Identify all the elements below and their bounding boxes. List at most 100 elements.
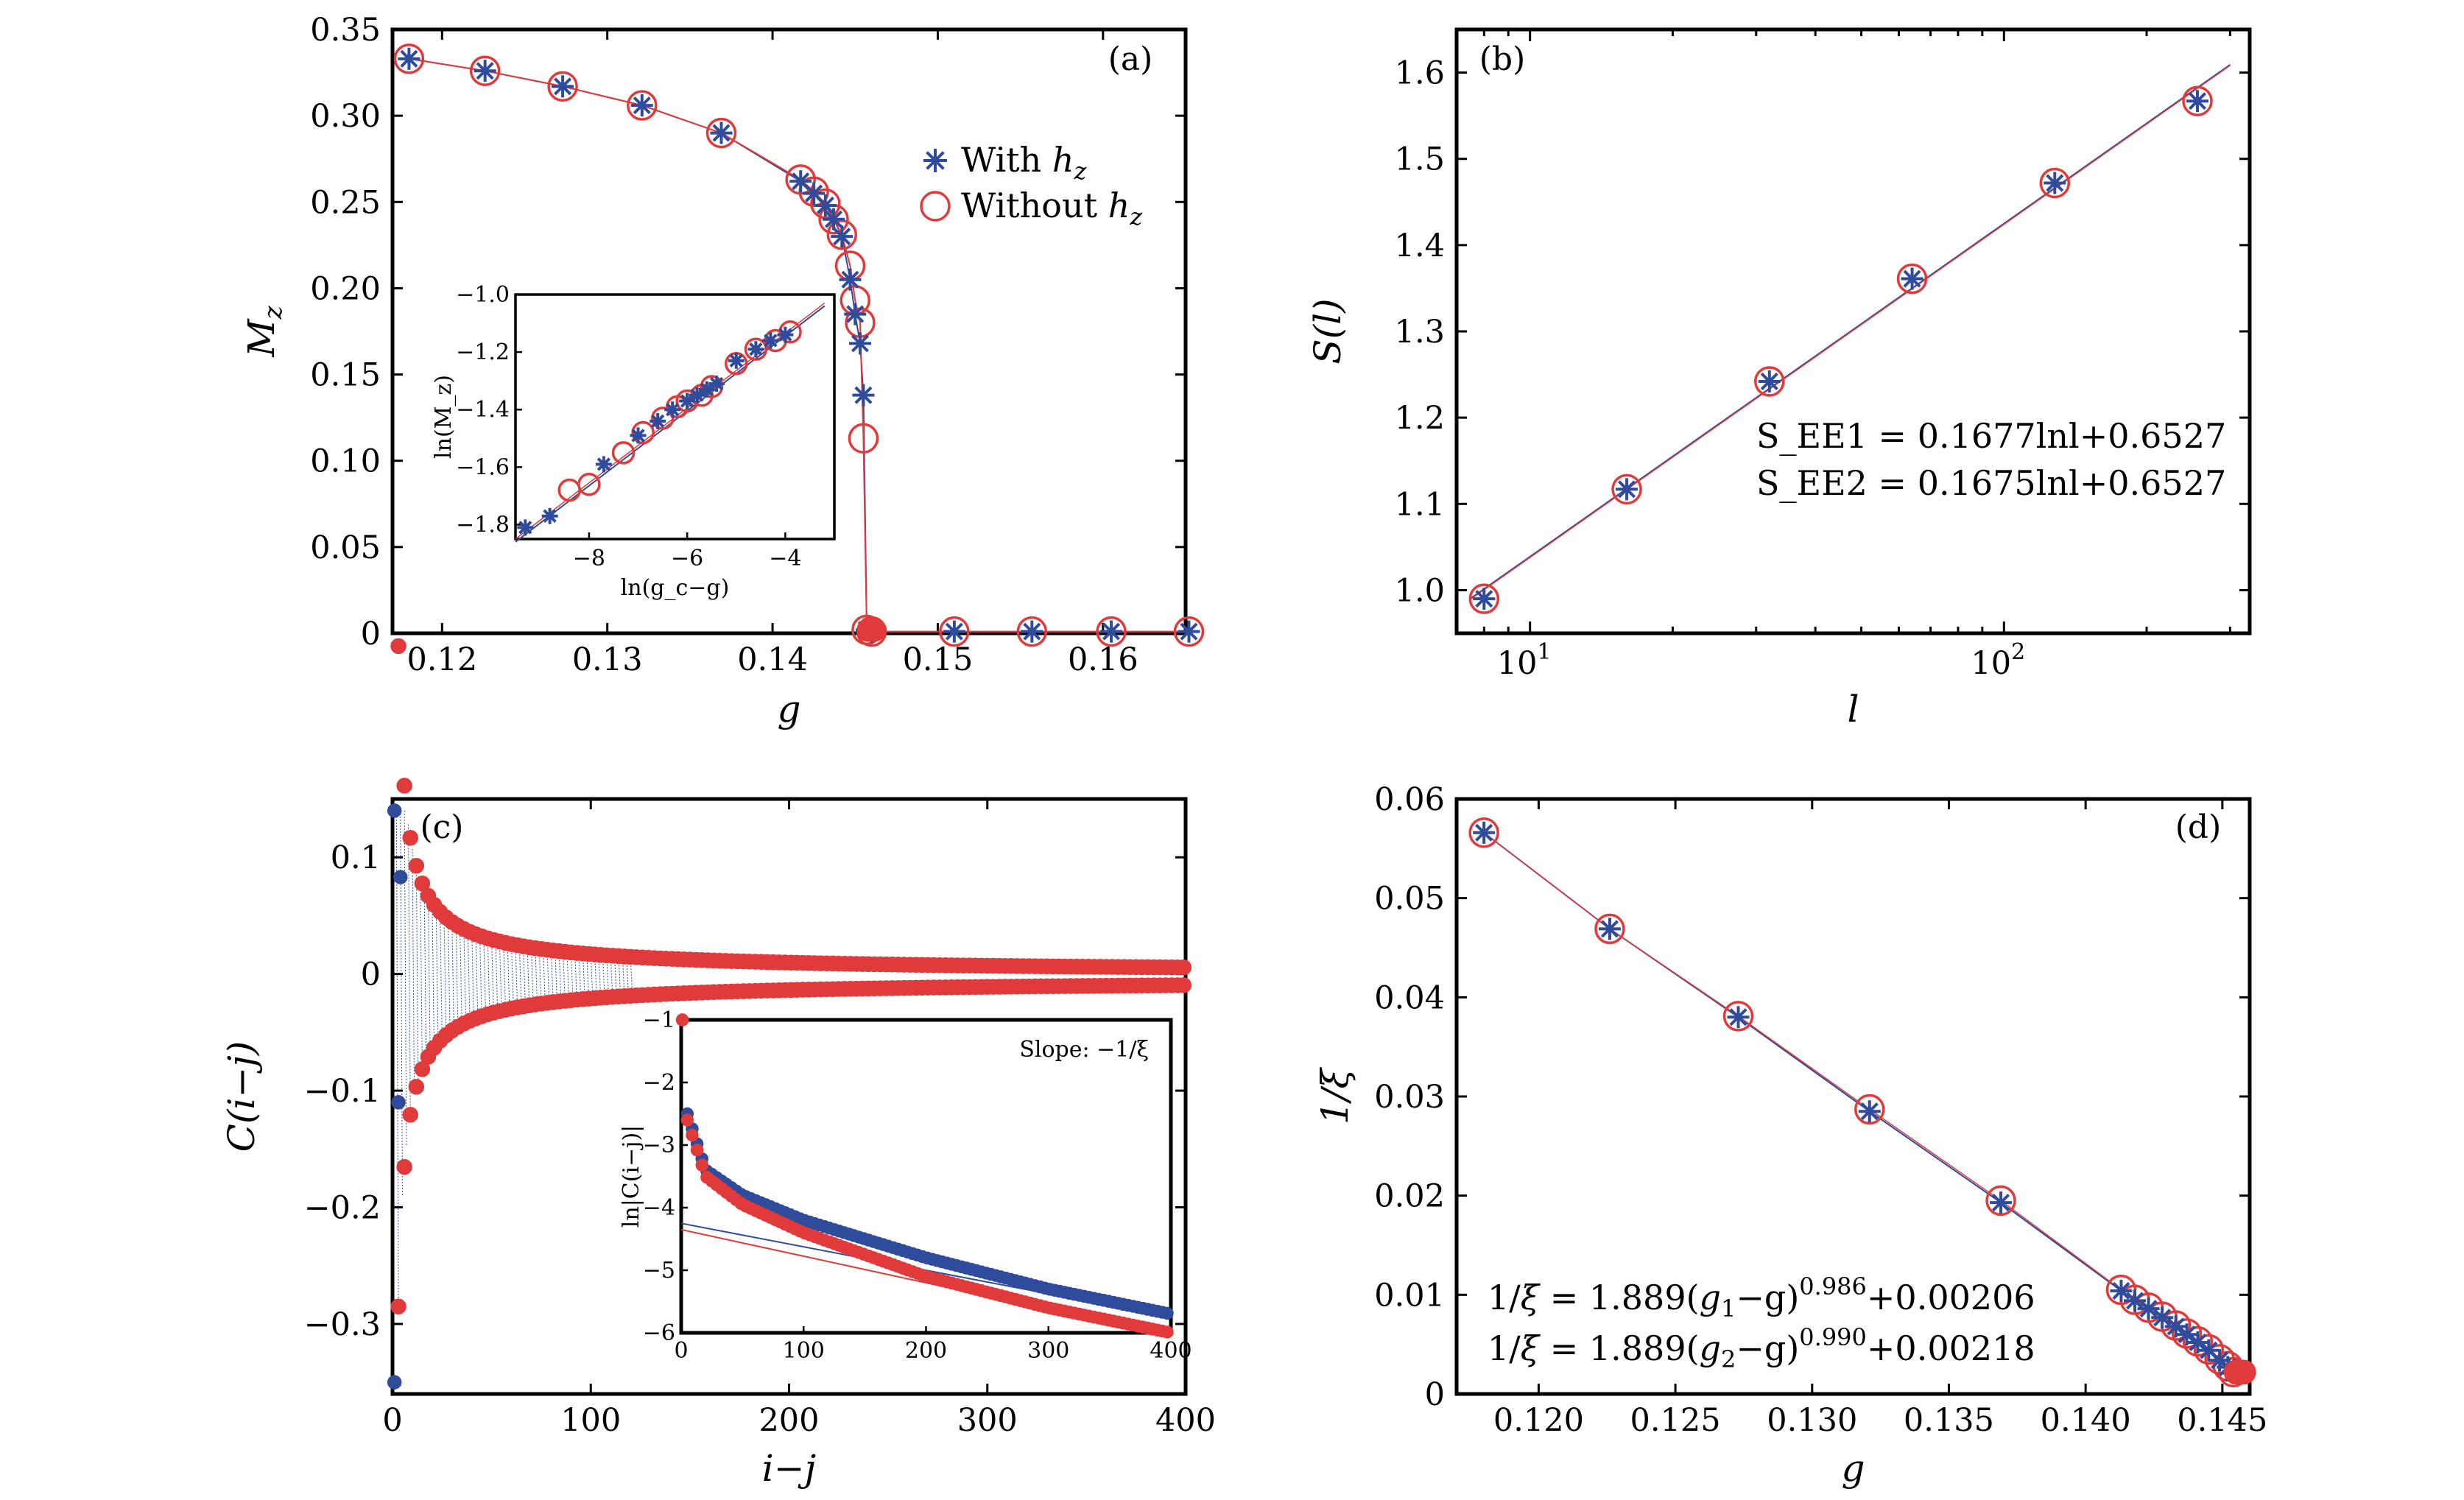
inset-data-point (541, 507, 558, 524)
y-tick-label: 0.04 (1374, 979, 1445, 1016)
oscillation-line (558, 951, 562, 1001)
x-axis-label: i−j (762, 1447, 816, 1490)
oscillation-line (475, 934, 479, 1018)
data-point (402, 1107, 418, 1123)
data-point (1758, 370, 1781, 392)
inset-y-tick-label: −6 (643, 1320, 675, 1346)
oscillation-line (546, 949, 550, 1003)
oscillation-line (555, 951, 557, 1002)
data-point (391, 1095, 406, 1110)
oscillation-line (427, 895, 431, 1054)
x-tick-label: 102 (1971, 639, 2025, 682)
x-axis-label: g (1841, 1447, 1865, 1490)
inset-data-point (611, 441, 636, 465)
inset-data-point (762, 332, 779, 349)
inset-data-point (679, 392, 696, 409)
data-point (705, 117, 737, 149)
y-tick-label: 0 (361, 616, 381, 652)
data-point (402, 830, 418, 846)
oscillation-line (423, 887, 427, 1061)
data-point (1021, 620, 1043, 643)
inset-y-tick-label: −2 (643, 1070, 675, 1096)
data-point (1854, 1094, 1885, 1125)
oscillation-line (483, 937, 487, 1015)
data-point (939, 616, 970, 647)
y-tick-label: −0.2 (304, 1190, 381, 1227)
data-point (1468, 583, 1500, 614)
inset-y-tick-label: −1.8 (456, 512, 510, 538)
oscillation-line (487, 938, 490, 1014)
plot-frame (1454, 27, 2252, 635)
data-point (2137, 1297, 2160, 1320)
data-point (1616, 478, 1638, 501)
data-point (1173, 616, 1205, 647)
inset-y-tick-label: −1 (643, 1007, 675, 1033)
data-point (1096, 616, 1127, 647)
data-point (408, 858, 425, 874)
y-tick-label: 1.0 (1395, 572, 1445, 609)
data-point (1722, 1001, 1754, 1032)
inset-y-tick-label: −1.2 (456, 339, 510, 365)
data-point (2151, 1306, 2174, 1329)
oscillation-line (563, 951, 566, 1001)
oscillation-line (395, 810, 399, 1307)
oscillation-line (408, 824, 411, 1115)
x-tick-label: 300 (957, 1402, 1018, 1439)
oscillation-line (415, 865, 419, 1080)
panel-label: (d) (2175, 809, 2222, 846)
data-point (396, 1158, 412, 1175)
y-tick-label: 0.05 (310, 529, 381, 566)
inset-data-point (650, 412, 666, 429)
fit-formula-1: S_EE1 = 0.1677lnl+0.6527 (1756, 416, 2226, 456)
x-tick-label: 0.12 (406, 641, 477, 678)
y-tick-label: 0.35 (310, 12, 381, 49)
x-tick-label: 0.145 (2177, 1402, 2267, 1439)
y-tick-label: 0.25 (310, 184, 381, 221)
inset-data-point (595, 456, 612, 473)
data-point (393, 43, 425, 74)
oscillation-line (460, 926, 462, 1025)
inset-data-point (1161, 1325, 1174, 1339)
x-tick-label: 0.13 (572, 641, 643, 678)
y-tick-label: 0 (361, 957, 381, 993)
data-point (1016, 616, 1048, 647)
panel-label: (a) (1108, 41, 1153, 78)
data-point (839, 268, 862, 291)
y-tick-label: 0.06 (1374, 781, 1445, 818)
x-tick-label: 0.135 (1904, 1402, 1994, 1439)
data-point (552, 75, 574, 98)
oscillation-line (471, 932, 474, 1019)
data-point (852, 384, 875, 406)
data-point (823, 208, 845, 230)
data-point (1473, 588, 1496, 610)
data-point (393, 870, 408, 884)
x-tick-label: 0.130 (1767, 1402, 1857, 1439)
data-point (1100, 620, 1123, 643)
data-point (1178, 620, 1200, 643)
data-point (1858, 1100, 1881, 1123)
y-tick-label: 1.3 (1395, 314, 1445, 351)
data-point (474, 60, 496, 82)
oscillation-line (538, 948, 542, 1004)
inset-data-point (778, 320, 802, 344)
x-tick-label: 0.14 (737, 641, 808, 678)
inset-frame (679, 1018, 1173, 1335)
data-point (2231, 1359, 2256, 1385)
oscillation-line (435, 907, 439, 1043)
oscillation-line (440, 912, 443, 1039)
y-tick-label: −0.1 (304, 1073, 381, 1110)
data-point (469, 55, 501, 86)
inset-c: −1 −2 −3 −4 −5 −60 100 200 300 400 ln|C(i−j)| Slope… (619, 1007, 1192, 1364)
x-tick-label: 0.120 (1493, 1402, 1584, 1439)
oscillation-line (535, 948, 538, 1004)
legend-label-without: Without hz (961, 186, 1143, 230)
data-point (1985, 1185, 2016, 1216)
y-tick-label: 1.5 (1395, 141, 1445, 178)
oscillation-line (455, 924, 459, 1027)
x-tick-label: 0.16 (1068, 641, 1138, 678)
inset-y-tick-label: −4 (643, 1195, 675, 1221)
inset-data-point (630, 427, 647, 444)
x-tick-label: 0.125 (1630, 1402, 1721, 1439)
oscillation-line (511, 944, 514, 1008)
data-point (396, 778, 412, 794)
